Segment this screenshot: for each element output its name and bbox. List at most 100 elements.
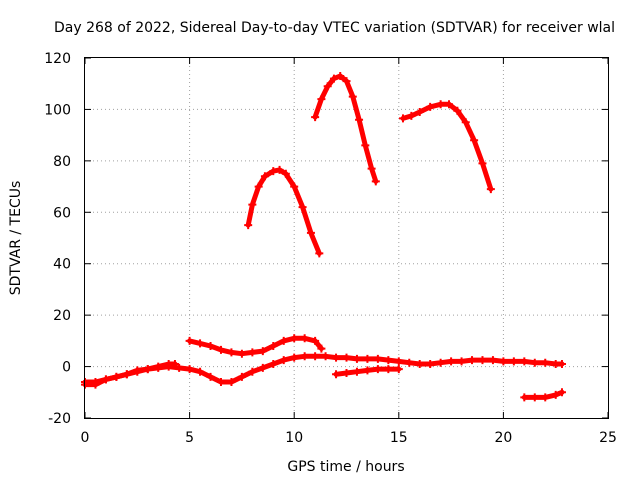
data-point (415, 108, 424, 116)
data-point (405, 358, 414, 367)
data-point (185, 336, 194, 345)
data-point (290, 334, 299, 343)
data-point (332, 370, 341, 379)
data-point (248, 200, 257, 209)
data-point (323, 82, 332, 91)
data-point (237, 349, 246, 358)
data-point (290, 353, 299, 362)
data-series (81, 72, 566, 402)
data-point (426, 102, 435, 111)
data-point (488, 356, 497, 365)
x-tick-label: 10 (285, 430, 303, 446)
data-point (355, 115, 364, 124)
data-point (275, 165, 284, 174)
data-point (298, 203, 307, 212)
data-point (300, 352, 309, 361)
axis-ticks: 0 5 10 15 20 25 -20 0 20 40 60 80 100 120 (44, 51, 617, 446)
data-point (311, 113, 320, 122)
data-point (530, 393, 539, 402)
data-point (457, 357, 466, 366)
y-axis-title: SDTVAR / TECUs (8, 181, 24, 296)
data-point (336, 72, 345, 80)
series-peak-arc-2 (312, 73, 379, 184)
data-point (426, 360, 435, 368)
y-tick-label: -20 (48, 411, 71, 427)
data-point (269, 360, 278, 368)
data-point (260, 172, 269, 181)
data-point (248, 367, 257, 376)
data-point (321, 352, 330, 361)
y-tick-label: 0 (62, 360, 71, 376)
data-point (367, 164, 376, 173)
data-point (269, 167, 278, 176)
data-point (281, 169, 290, 178)
data-point (499, 357, 508, 366)
data-point (363, 366, 372, 375)
data-point (300, 334, 309, 343)
data-point (290, 182, 299, 191)
data-point (317, 95, 326, 104)
data-point (436, 100, 445, 109)
data-point (175, 363, 184, 372)
data-point (486, 185, 495, 194)
data-point (254, 182, 263, 191)
data-point (478, 159, 487, 168)
data-point (557, 360, 566, 368)
data-point (91, 380, 100, 389)
data-point (541, 358, 550, 367)
data-point (101, 375, 110, 384)
y-tick-label: 20 (53, 308, 71, 324)
series-peak-arc-1 (245, 167, 322, 256)
y-tick-label: 80 (53, 154, 71, 170)
x-tick-label: 0 (81, 430, 90, 446)
data-point (352, 367, 361, 376)
data-point (206, 342, 215, 350)
data-point (384, 365, 393, 374)
data-point (311, 336, 320, 345)
data-point (196, 367, 205, 376)
data-point (279, 336, 288, 345)
data-point (541, 393, 550, 402)
x-axis-title: GPS time / hours (287, 459, 404, 475)
data-point (520, 357, 529, 366)
data-point (216, 345, 225, 354)
data-point (122, 370, 131, 379)
data-point (258, 363, 267, 372)
data-point (373, 365, 382, 374)
x-tick-label: 20 (494, 430, 512, 446)
data-point (311, 352, 320, 361)
data-point (143, 365, 152, 374)
data-point (248, 348, 257, 357)
data-point (363, 354, 372, 363)
data-point (269, 342, 278, 350)
data-point (342, 369, 351, 377)
x-tick-label: 25 (599, 430, 617, 446)
data-point (170, 360, 179, 368)
data-point (371, 177, 380, 186)
data-point (468, 356, 477, 365)
data-point (342, 353, 351, 362)
y-tick-label: 60 (53, 205, 71, 221)
x-tick-label: 5 (185, 430, 194, 446)
data-point (394, 365, 403, 374)
data-point (384, 356, 393, 365)
data-point (551, 390, 560, 399)
data-point (315, 249, 324, 258)
data-point (133, 367, 142, 376)
data-point (470, 136, 479, 145)
data-point (436, 358, 445, 367)
data-point (112, 372, 121, 381)
chart-title: Day 268 of 2022, Sidereal Day-to-day VTE… (54, 20, 615, 36)
data-point (352, 354, 361, 363)
x-tick-label: 15 (390, 430, 408, 446)
data-point (373, 354, 382, 363)
data-point (227, 348, 236, 357)
data-point (279, 356, 288, 365)
data-point (361, 141, 370, 150)
plot-frame (84, 57, 609, 419)
data-point (530, 358, 539, 367)
data-point (447, 357, 456, 366)
data-point (557, 388, 566, 397)
data-point (244, 221, 253, 230)
